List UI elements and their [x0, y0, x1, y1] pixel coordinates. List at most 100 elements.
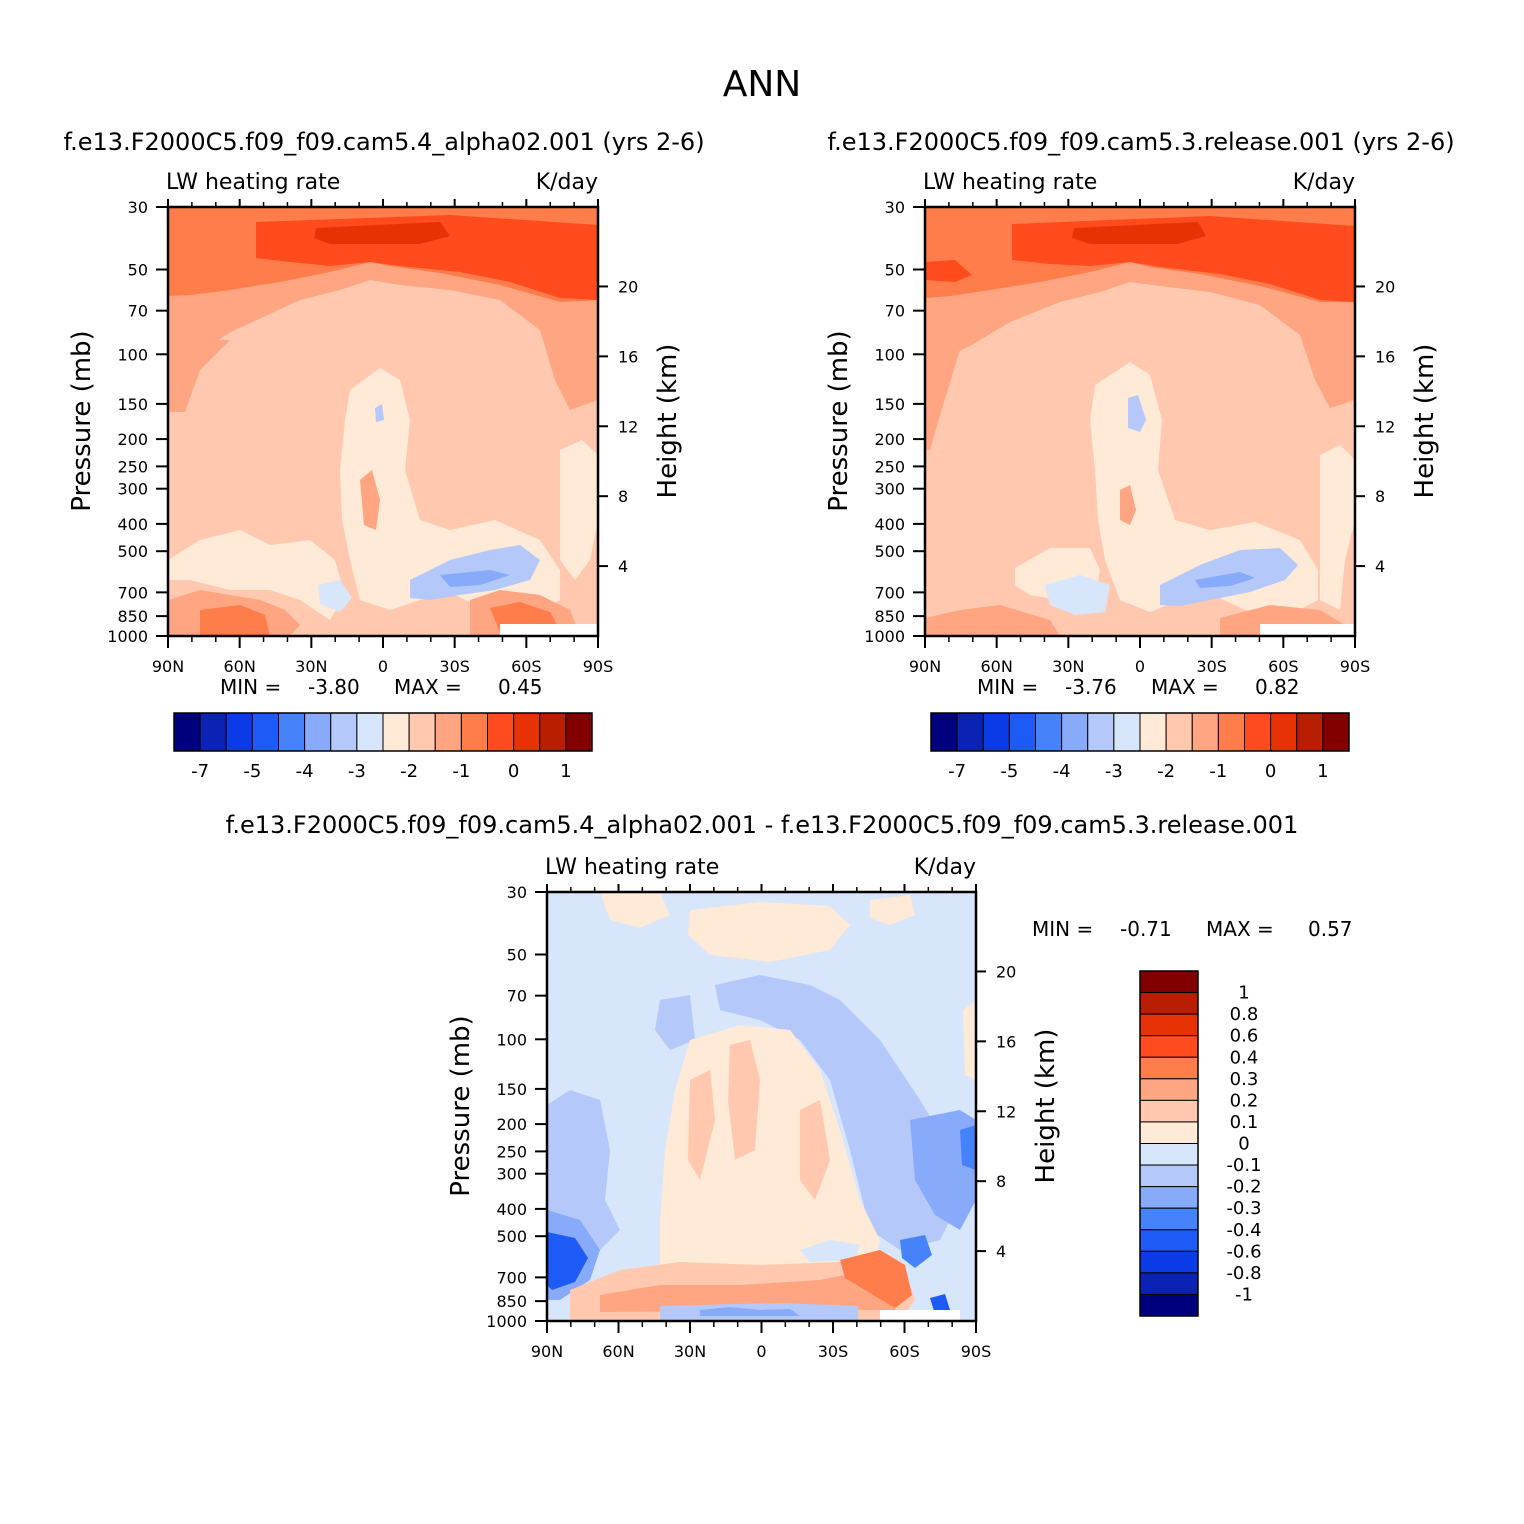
colorbar-label: 0.2 — [1230, 1090, 1259, 1111]
y-tick-label: 100 — [496, 1030, 527, 1049]
colorbar-label: -5 — [1000, 761, 1018, 782]
y-tick-label: 150 — [117, 395, 148, 414]
min-value: -0.71 — [1120, 917, 1172, 941]
x-tick-label: 60N — [602, 1342, 634, 1361]
y2-axis-height: 20 16 12 8 4 — [1355, 277, 1395, 576]
colorbar-label: -4 — [1053, 761, 1071, 782]
panel-model-a: f.e13.F2000C5.f09_f09.cam5.4_alpha02.001… — [63, 128, 704, 782]
y-tick-label: 100 — [874, 345, 905, 364]
y-tick-label: 30 — [885, 198, 905, 217]
colorbar-swatch — [1035, 712, 1063, 752]
colorbar-swatch — [1139, 1078, 1199, 1101]
colorbar-swatch — [1139, 1121, 1199, 1144]
colorbar-swatch — [1139, 712, 1167, 752]
colorbar-label: 0.8 — [1230, 1004, 1259, 1025]
colorbar-swatch — [225, 712, 253, 752]
colorbar-label: -0.8 — [1226, 1263, 1261, 1284]
y2-tick-label: 16 — [618, 347, 638, 366]
y-tick-label: 850 — [874, 607, 905, 626]
y2-tick-label: 20 — [618, 277, 638, 296]
colorbar-label: 1 — [560, 761, 571, 782]
y-tick-label: 400 — [496, 1200, 527, 1219]
colorbar-label: -0.2 — [1226, 1177, 1261, 1198]
y2-axis-height: 20 16 12 8 4 — [976, 962, 1016, 1261]
colorbar-swatch — [1139, 1207, 1199, 1231]
colorbar-swatch — [1270, 712, 1298, 752]
colorbar-swatch — [1296, 712, 1324, 752]
min-label: MIN = — [977, 675, 1038, 699]
x-tick-label: 0 — [756, 1342, 766, 1361]
colorbar-swatch — [1139, 1099, 1199, 1123]
y-tick-label: 700 — [496, 1268, 527, 1287]
colorbar-swatch — [330, 712, 358, 752]
units-label: K/day — [1293, 170, 1355, 195]
y-tick-label: 300 — [874, 480, 905, 499]
panel-model-b: f.e13.F2000C5.f09_f09.cam5.3.release.001… — [824, 128, 1455, 782]
colorbar-outline — [1139, 970, 1199, 1317]
colorbar-label: -2 — [400, 761, 418, 782]
x-tick-label: 90S — [961, 1342, 992, 1361]
min-label: MIN = — [220, 675, 281, 699]
y-tick-label: 50 — [128, 260, 148, 279]
y-axis-title: Pressure (mb) — [824, 330, 854, 511]
y-tick-label: 400 — [117, 515, 148, 534]
y-tick-label: 700 — [117, 583, 148, 602]
y-tick-label: 70 — [128, 302, 148, 321]
variable-label: LW heating rate — [545, 855, 719, 880]
y-tick-label: 1000 — [864, 627, 905, 646]
contour-field — [547, 892, 976, 1321]
max-value: 0.57 — [1308, 917, 1353, 941]
colorbar-swatch — [956, 712, 984, 752]
colorbar-swatch — [1191, 712, 1219, 752]
y-tick-label: 300 — [496, 1165, 527, 1184]
colorbar-swatch — [1139, 1143, 1199, 1166]
x-tick-label: 0 — [378, 657, 388, 676]
y-tick-label: 150 — [496, 1080, 527, 1099]
y-tick-label: 400 — [874, 515, 905, 534]
colorbar-swatch — [513, 712, 541, 752]
y2-axis-height: 20 16 12 8 4 — [598, 277, 638, 576]
x-tick-label: 60N — [224, 657, 256, 676]
colorbar-swatch — [1217, 712, 1245, 752]
y-axis-title: Pressure (mb) — [67, 330, 97, 511]
x-tick-label: 60S — [511, 657, 542, 676]
colorbar-swatch — [982, 712, 1010, 752]
colorbar-label: -3 — [348, 761, 366, 782]
colorbar-label: 0.6 — [1230, 1026, 1259, 1047]
colorbar-swatch — [1139, 1164, 1199, 1188]
colorbar-swatch — [539, 712, 567, 752]
y2-tick-label: 16 — [1375, 347, 1395, 366]
colorbar-swatch — [1139, 970, 1199, 994]
max-value: 0.82 — [1255, 675, 1300, 699]
colorbar-swatch — [199, 712, 227, 752]
y2-tick-label: 12 — [618, 417, 638, 436]
x-tick-label: 90N — [909, 657, 941, 676]
y2-axis-title: Height (km) — [1031, 1029, 1061, 1184]
x-tick-label: 90S — [583, 657, 614, 676]
colorbar-label: 0.1 — [1230, 1112, 1259, 1133]
y2-tick-label: 20 — [996, 962, 1016, 981]
y-tick-label: 500 — [874, 542, 905, 561]
y-tick-label: 200 — [874, 430, 905, 449]
panel-title: f.e13.F2000C5.f09_f09.cam5.3.release.001… — [827, 128, 1454, 156]
colorbar-swatch — [1061, 712, 1089, 752]
colorbar-swatch — [460, 712, 488, 752]
colorbar-label: -1 — [452, 761, 470, 782]
x-tick-label: 30S — [439, 657, 470, 676]
colorbar-label: -7 — [948, 761, 966, 782]
colorbar-swatch — [1139, 992, 1199, 1015]
colorbar-swatch — [1139, 1250, 1199, 1274]
x-axis-latitude: 90N 60N 30N 0 30S 60S 90S — [531, 884, 991, 1361]
y-tick-label: 250 — [117, 457, 148, 476]
x-tick-label: 30N — [295, 657, 327, 676]
colorbar-label: 0.3 — [1230, 1069, 1259, 1090]
y-tick-label: 1000 — [486, 1312, 527, 1331]
y2-tick-label: 4 — [996, 1242, 1006, 1261]
colorbar-label: 1 — [1317, 761, 1328, 782]
colorbar-swatch — [304, 712, 332, 752]
y-tick-label: 700 — [874, 583, 905, 602]
y-tick-label: 150 — [874, 395, 905, 414]
colorbar-label: -2 — [1157, 761, 1175, 782]
